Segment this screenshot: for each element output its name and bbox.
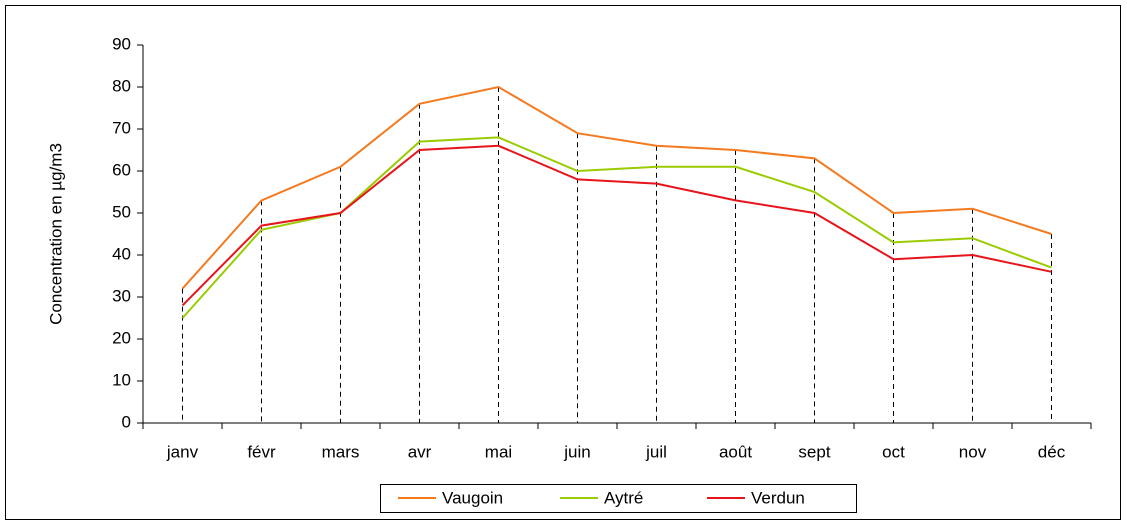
legend-label: Vaugoin: [442, 488, 503, 507]
series-line: [181, 144, 1052, 307]
x-tick-label: sept: [798, 442, 830, 461]
legend-label: Verdun: [751, 488, 805, 507]
x-tick-label: avr: [408, 442, 432, 461]
y-tick-label: 90: [112, 34, 131, 53]
y-tick-label: 60: [112, 160, 131, 179]
x-tick-label: janv: [166, 442, 199, 461]
y-tick-label: 30: [112, 286, 131, 305]
x-tick-label: août: [719, 442, 752, 461]
x-tick-label: mai: [485, 442, 512, 461]
y-tick-label: 20: [112, 328, 131, 347]
y-tick-label: 70: [112, 118, 131, 137]
x-tick-label: juin: [563, 442, 590, 461]
legend-label: Aytré: [604, 488, 643, 507]
legend: [380, 484, 857, 513]
chart-frame: [5, 5, 1121, 520]
y-tick-label: 0: [122, 412, 131, 431]
x-tick-label: oct: [882, 442, 905, 461]
x-tick-label: juil: [645, 442, 667, 461]
x-tick-label: déc: [1038, 442, 1066, 461]
y-tick-label: 50: [112, 202, 131, 221]
y-tick-label: 10: [112, 370, 131, 389]
series-line: [181, 85, 1052, 290]
y-axis-label: Concentration en µg/m3: [46, 143, 65, 325]
x-tick-label: mars: [322, 442, 360, 461]
x-tick-label: nov: [959, 442, 987, 461]
y-tick-label: 40: [112, 244, 131, 263]
x-tick-label: févr: [247, 442, 276, 461]
y-tick-label: 80: [112, 76, 131, 95]
